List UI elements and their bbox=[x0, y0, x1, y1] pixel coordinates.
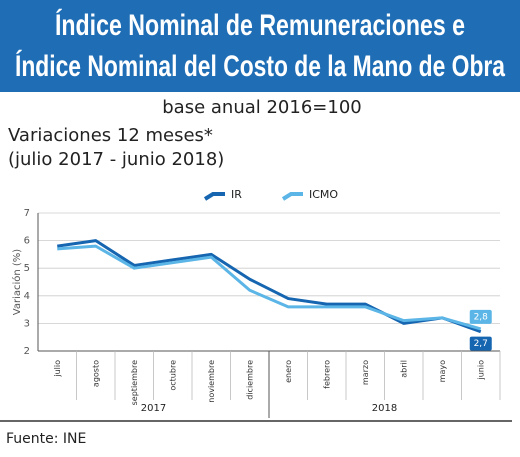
x-tick-label: abril bbox=[399, 360, 408, 378]
value-label-box bbox=[469, 309, 492, 324]
y-tick-label: 3 bbox=[24, 318, 30, 329]
legend-label: ICMO bbox=[309, 188, 338, 201]
x-tick-label: mayo bbox=[438, 360, 447, 382]
y-tick-label: 5 bbox=[24, 263, 30, 274]
legend-swatch bbox=[281, 192, 303, 201]
heading: Variaciones 12 meses* bbox=[8, 125, 213, 146]
x-tick-label: noviembre bbox=[207, 360, 216, 403]
subtitle: base anual 2016=100 bbox=[162, 97, 361, 118]
heading: (julio 2017 - junio 2018) bbox=[8, 149, 224, 170]
source: Fuente: INE bbox=[6, 431, 86, 447]
y-tick-label: 4 bbox=[24, 291, 30, 302]
x-tick-label: marzo bbox=[361, 360, 370, 385]
value-label: 2,7 bbox=[474, 339, 488, 349]
title-line: Índice Nominal de Remuneraciones e bbox=[55, 8, 465, 42]
value-label: 2,8 bbox=[474, 312, 489, 322]
group-label: 2017 bbox=[141, 403, 166, 414]
y-tick-label: 7 bbox=[24, 208, 30, 219]
series-line bbox=[57, 239, 482, 334]
series-line bbox=[57, 244, 482, 331]
x-tick-label: enero bbox=[284, 360, 293, 383]
title-line: Índice Nominal del Costo de la Mano de O… bbox=[15, 49, 505, 83]
legend-swatch bbox=[203, 192, 225, 201]
x-tick-label: julio bbox=[53, 360, 62, 378]
x-tick-label: diciembre bbox=[245, 360, 254, 400]
legend-label: IR bbox=[231, 188, 242, 201]
y-axis-label: Variación (%) bbox=[11, 249, 23, 316]
value-label-box bbox=[469, 336, 492, 351]
x-tick-label: junio bbox=[476, 360, 485, 381]
x-tick-label: febrero bbox=[322, 360, 331, 389]
x-tick-label: octubre bbox=[168, 360, 177, 391]
x-tick-label: agosto bbox=[91, 360, 100, 387]
group-label: 2018 bbox=[372, 403, 397, 414]
y-tick-label: 2 bbox=[24, 346, 30, 357]
y-tick-label: 6 bbox=[24, 236, 30, 247]
title-banner bbox=[0, 0, 520, 92]
x-tick-label: septiembre bbox=[130, 360, 139, 405]
